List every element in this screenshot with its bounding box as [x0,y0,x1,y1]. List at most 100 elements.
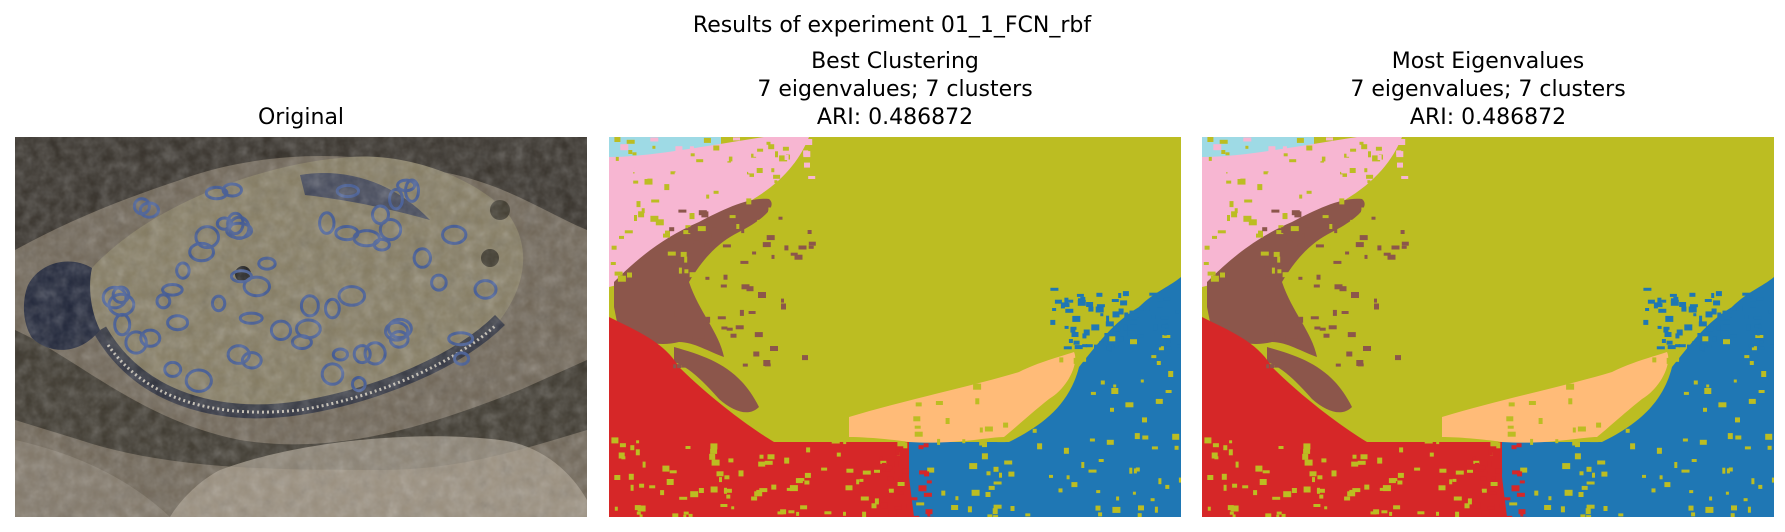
cluster-speckle [1074,345,1083,350]
cluster-speckle [665,230,670,236]
cluster-speckle [1727,433,1733,440]
cluster-speckle [1580,514,1586,517]
cluster-speckle [1242,485,1249,489]
cluster-speckle [1063,346,1072,350]
cluster-speckle [1735,417,1740,423]
cluster-speckle [1429,452,1434,457]
cluster-speckle [1153,324,1158,331]
cluster-speckle [1291,210,1300,216]
cluster-speckle [1344,231,1353,237]
cluster-speckle [1399,447,1404,453]
cluster-speckle [787,184,794,188]
cluster-speckle [1528,401,1536,405]
cluster-speckle [1046,343,1053,347]
cluster-speckle [1681,306,1687,312]
cluster-speckle [843,440,847,445]
cluster-speckle [1544,505,1552,510]
cluster-speckle [1282,335,1286,342]
cluster-speckle [1104,333,1109,339]
cluster-speckle [999,472,1002,478]
segmentation-map [1202,137,1774,517]
cluster-speckle [621,169,629,174]
cluster-speckle [1516,443,1522,448]
cluster-speckle [670,171,676,175]
cluster-speckle [1208,156,1212,161]
cluster-speckle [1371,216,1376,220]
cluster-speckle [1165,484,1170,489]
cluster-speckle [1382,485,1391,492]
cluster-speckle [1630,443,1636,450]
cluster-speckle [1130,320,1137,325]
cluster-speckle [1730,513,1735,517]
cluster-speckle [1073,357,1078,364]
cluster-speckle [1579,471,1584,476]
cluster-speckle [639,514,643,517]
cluster-speckle [1243,215,1252,222]
cluster-speckle [1172,433,1180,440]
cluster-speckle [1072,315,1081,322]
cluster-speckle [1504,497,1511,501]
cluster-speckle [1223,484,1227,491]
cluster-speckle [1449,479,1453,485]
cluster-speckle [1103,340,1108,345]
cluster-speckle [1232,514,1236,517]
cluster-speckle [753,152,757,157]
cluster-speckle [1227,215,1230,221]
cluster-speckle [728,458,734,463]
cluster-speckle [1699,315,1703,322]
cluster-speckle [696,159,704,163]
cluster-speckle [894,471,903,474]
cluster-speckle [1657,297,1662,304]
cluster-speckle [979,440,986,446]
cluster-speckle [1096,304,1105,308]
cluster-speckle [1025,423,1031,429]
cluster-speckle [808,176,816,179]
cluster-speckle [1705,506,1714,513]
cluster-speckle [1519,480,1525,484]
cluster-speckle [1749,293,1753,299]
cluster-speckle [1707,344,1712,349]
cluster-speckle [860,496,869,501]
cluster-speckle [1137,513,1142,517]
cluster-speckle [791,225,795,230]
cluster-speckle [620,144,629,151]
cluster-speckle [1316,488,1325,493]
cluster-speckle [1769,344,1774,348]
cluster-speckle [804,162,810,168]
cluster-speckle [1289,334,1298,339]
cluster-speckle [1220,171,1226,176]
cluster-speckle [784,138,790,144]
cluster-speckle [955,496,959,501]
cluster-speckle [1675,344,1681,348]
cluster-speckle [735,325,744,330]
cluster-speckle [1554,381,1559,386]
cluster-speckle [669,227,675,232]
cluster-speckle [985,492,991,497]
cluster-speckle [1256,233,1263,238]
cluster-speckle [1112,506,1121,513]
cluster-speckle [1324,506,1328,510]
cluster-speckle [1151,315,1156,319]
cluster-speckle [1520,467,1528,473]
cluster-speckle [1359,141,1364,145]
cluster-speckle [733,273,737,279]
cluster-speckle [1379,487,1384,491]
cluster-speckle [798,245,807,250]
cluster-speckle [1585,508,1591,515]
cluster-speckle [1664,482,1671,488]
cluster-speckle [1022,424,1027,428]
cluster-speckle [918,485,927,492]
cluster-speckle [1353,231,1361,237]
cluster-speckle [1401,245,1407,249]
cluster-speckle [1178,477,1181,483]
cluster-speckle [1562,463,1571,470]
cluster-speckle [1315,244,1324,248]
cluster-speckle [1165,390,1172,393]
cluster-speckle [1689,304,1698,308]
cluster-speckle [689,146,694,152]
cluster-speckle [651,199,660,203]
cluster-speckle [1283,491,1292,498]
cluster-speckle [624,230,633,234]
cluster-speckle [614,271,623,276]
cluster-speckle [1276,511,1282,515]
